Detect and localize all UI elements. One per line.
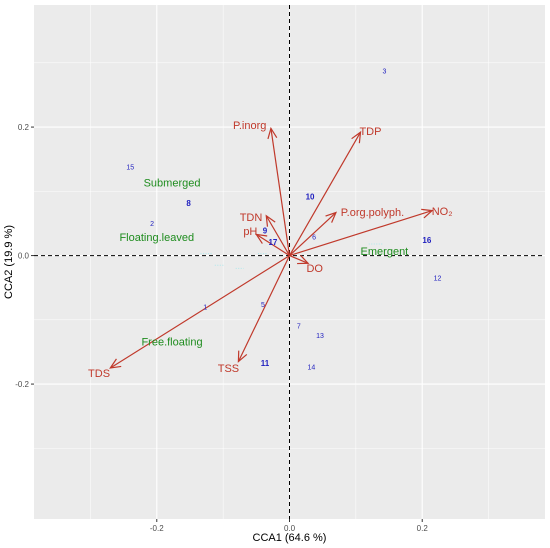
vector-TSS-label: TSS xyxy=(218,363,239,375)
vector-TDS-label: TDS xyxy=(88,368,110,380)
y-tick-label: 0.2 xyxy=(18,123,30,132)
site-label: 16 xyxy=(422,236,431,245)
vector-TDN-label: TDN xyxy=(240,212,263,224)
vector-P.inorg-arrowhead xyxy=(267,126,278,140)
site-label: 5 xyxy=(261,302,265,309)
y-tick-label: 0.0 xyxy=(18,252,30,261)
vector-TSS-arrowhead xyxy=(237,350,248,363)
vector-pH-line xyxy=(255,233,290,257)
x-tick-label: 0.0 xyxy=(284,524,296,533)
vector-TDS-arrowhead xyxy=(109,358,122,369)
site-label: 14 xyxy=(308,365,316,372)
vector-NO₂-line xyxy=(289,210,433,257)
vector-pH-label: pH xyxy=(243,226,257,238)
site-label: 9 xyxy=(263,227,268,236)
vector-TSS-line xyxy=(237,255,291,362)
vector-pH-arrowhead xyxy=(255,233,268,244)
vector-TDP-line xyxy=(288,131,362,256)
site-label: 7 xyxy=(297,324,301,331)
vector-TDS-line xyxy=(109,255,290,369)
vector-P.org.polyph.-arrowhead xyxy=(325,211,338,223)
vector-DO-arrowhead xyxy=(297,254,310,265)
site-label: 11 xyxy=(261,359,270,368)
site-label: 17 xyxy=(268,238,277,247)
site-label: 13 xyxy=(316,333,324,340)
site-label: 15 xyxy=(126,164,134,171)
vector-P.inorg-line xyxy=(270,128,291,256)
axes: -0.2 0.0 0.2 -0.2 0.0 0.2 xyxy=(15,123,428,533)
environmental-vectors: TDS TSS DO pH TDN P.inorg TDP P.org.polyph. NO₂ xyxy=(88,120,452,380)
y-tick-label: -0.2 xyxy=(15,380,29,389)
group-label: Submerged xyxy=(144,177,201,189)
vector-P.org.polyph.-label: P.org.polyph. xyxy=(341,207,404,219)
vector-TDN-line xyxy=(265,215,291,256)
group-labels: Submerged Floating.leaved Emergent Free.flo… xyxy=(119,177,408,348)
vector-TDP-arrowhead xyxy=(351,130,362,144)
x-tick-label: -0.2 xyxy=(150,524,164,533)
site-label: 1 xyxy=(203,304,207,311)
site-label: 6 xyxy=(312,234,316,241)
vector-NO₂-label: NO₂ xyxy=(432,206,453,218)
group-label: Free.floating xyxy=(141,337,202,349)
vector-TDN-arrowhead xyxy=(265,214,276,227)
site-label: 12 xyxy=(434,275,442,282)
vector-DO-line xyxy=(289,255,309,264)
vector-NO₂-arrowhead xyxy=(421,208,434,219)
group-label: Emergent xyxy=(361,246,409,258)
faint-species-marks xyxy=(200,243,383,269)
y-axis-title: CCA2 (19.9 %) xyxy=(3,225,15,299)
site-label: 3 xyxy=(382,69,386,76)
site-label: 8 xyxy=(186,199,191,208)
group-label: Floating.leaved xyxy=(119,232,194,244)
vector-DO-label: DO xyxy=(306,263,323,275)
vector-P.org.polyph.-line xyxy=(289,212,337,257)
site-label: 2 xyxy=(150,221,154,228)
x-tick-label: 0.2 xyxy=(417,524,429,533)
site-label: 10 xyxy=(306,192,315,201)
vector-TDP-label: TDP xyxy=(359,126,381,138)
vector-P.inorg-label: P.inorg xyxy=(233,120,266,132)
x-axis-title: CCA1 (64.6 %) xyxy=(253,532,327,544)
